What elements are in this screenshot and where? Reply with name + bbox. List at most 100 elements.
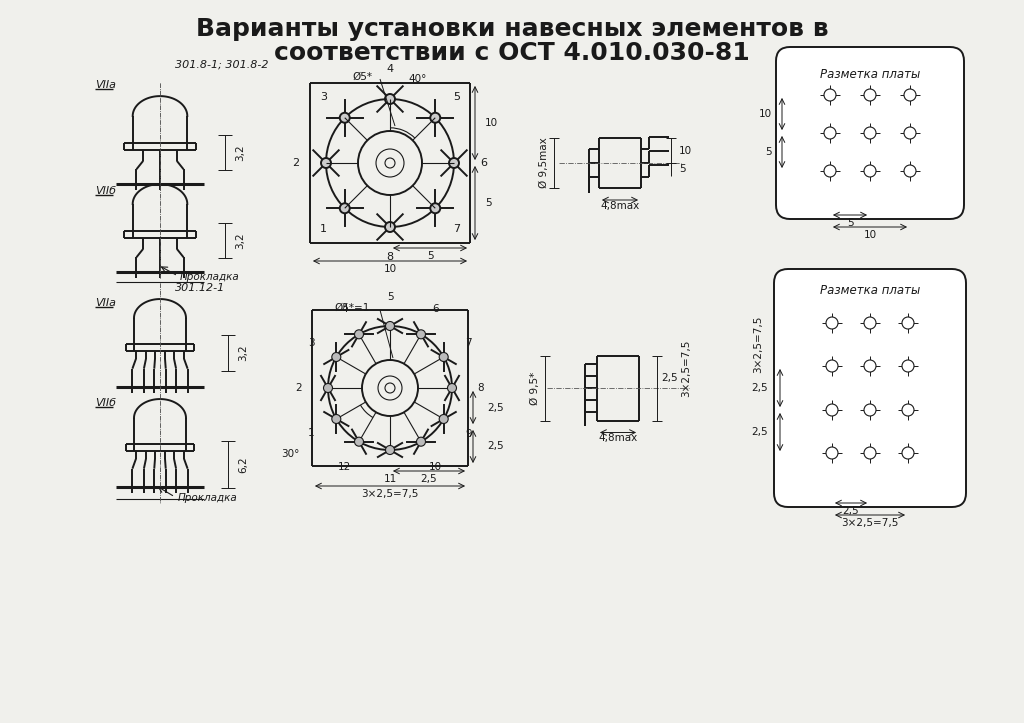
Text: VIIб: VIIб [95,398,116,408]
Text: 10: 10 [759,109,772,119]
Text: 3: 3 [321,92,327,101]
Text: 8: 8 [386,252,393,262]
Circle shape [904,165,916,177]
Text: 301.12-1: 301.12-1 [175,283,225,293]
Text: 2,5: 2,5 [752,383,768,393]
Text: Разметка платы: Разметка платы [820,284,921,297]
Circle shape [826,404,838,416]
Text: 5: 5 [453,92,460,101]
Text: 2,5: 2,5 [487,403,504,413]
Text: 7: 7 [466,338,472,348]
Circle shape [904,127,916,139]
Circle shape [864,447,876,459]
Text: Ø 9,5max: Ø 9,5max [539,137,549,189]
Circle shape [826,317,838,329]
Text: 3,2: 3,2 [238,345,248,362]
Text: Варианты установки навесных элементов в: Варианты установки навесных элементов в [196,17,828,41]
Text: Ø5*=1: Ø5*=1 [335,303,370,313]
Text: 3,2: 3,2 [234,233,245,249]
Circle shape [439,414,449,424]
Text: 3×2,5=7,5: 3×2,5=7,5 [681,339,691,397]
Text: 3,2: 3,2 [234,145,245,161]
Text: 6: 6 [432,304,439,315]
Text: 30°: 30° [282,449,300,459]
Circle shape [385,445,394,455]
Circle shape [447,383,457,393]
Circle shape [864,317,876,329]
Circle shape [864,404,876,416]
Text: 2: 2 [293,158,300,168]
Text: 3×2,5=7,5: 3×2,5=7,5 [361,489,419,499]
Text: 8: 8 [477,383,484,393]
Text: 301.8-1; 301.8-2: 301.8-1; 301.8-2 [175,60,268,70]
Circle shape [904,89,916,101]
Circle shape [824,165,836,177]
Text: 2,5: 2,5 [487,442,504,451]
Text: 1: 1 [308,429,314,439]
Text: 10: 10 [383,264,396,274]
Text: Ø5*: Ø5* [352,72,372,82]
Circle shape [417,437,426,446]
Text: 10: 10 [679,145,692,155]
Text: 5: 5 [387,292,393,302]
Text: Разметка платы: Разметка платы [820,69,921,82]
Text: 3×2,5=7,5: 3×2,5=7,5 [753,315,763,372]
Circle shape [417,330,426,339]
Text: 5: 5 [679,164,686,174]
Text: 2,5: 2,5 [421,474,437,484]
Text: Ø 9,5*: Ø 9,5* [530,372,540,405]
Text: VIIб: VIIб [95,186,116,196]
Text: 6,2: 6,2 [238,457,248,474]
Circle shape [864,127,876,139]
FancyBboxPatch shape [774,269,966,507]
Text: 9: 9 [466,429,472,439]
Circle shape [385,94,395,104]
Text: VIIа: VIIа [95,298,116,308]
Circle shape [332,414,341,424]
Text: 1: 1 [321,224,327,234]
Circle shape [324,383,333,393]
Text: 2: 2 [296,383,302,393]
Circle shape [902,360,914,372]
Text: 4: 4 [341,304,348,315]
Circle shape [864,165,876,177]
Circle shape [354,437,364,446]
Circle shape [902,447,914,459]
Circle shape [439,353,449,362]
Text: 5: 5 [485,198,492,208]
Circle shape [430,203,440,213]
Circle shape [826,447,838,459]
Circle shape [449,158,459,168]
Text: 40°: 40° [409,74,427,84]
Text: Прокладка: Прокладка [178,493,238,503]
Text: 4,8max: 4,8max [598,434,638,443]
Circle shape [354,330,364,339]
Circle shape [864,360,876,372]
Text: 10: 10 [485,118,498,128]
Text: Прокладка: Прокладка [180,272,240,282]
Circle shape [824,89,836,101]
FancyBboxPatch shape [776,47,964,219]
Text: 12: 12 [338,462,351,472]
Circle shape [430,113,440,123]
Text: 7: 7 [453,224,460,234]
Circle shape [385,222,395,232]
Circle shape [824,127,836,139]
Text: VIIа: VIIа [95,80,116,90]
Text: 3×2,5=7,5: 3×2,5=7,5 [842,518,899,528]
Circle shape [385,322,394,330]
Circle shape [340,113,350,123]
Text: 2,5: 2,5 [662,373,678,383]
Text: 5: 5 [847,218,853,228]
Text: 5: 5 [427,251,433,261]
Circle shape [864,89,876,101]
Circle shape [321,158,331,168]
Text: 11: 11 [383,474,396,484]
Text: 4,8max: 4,8max [600,201,640,211]
Text: 6: 6 [480,158,487,168]
Text: 2,5: 2,5 [752,427,768,437]
Text: 3: 3 [308,338,314,348]
Text: соответствии с ОСТ 4.010.030-81: соответствии с ОСТ 4.010.030-81 [274,41,750,65]
Text: 5: 5 [765,147,772,157]
Text: 4: 4 [386,64,393,74]
